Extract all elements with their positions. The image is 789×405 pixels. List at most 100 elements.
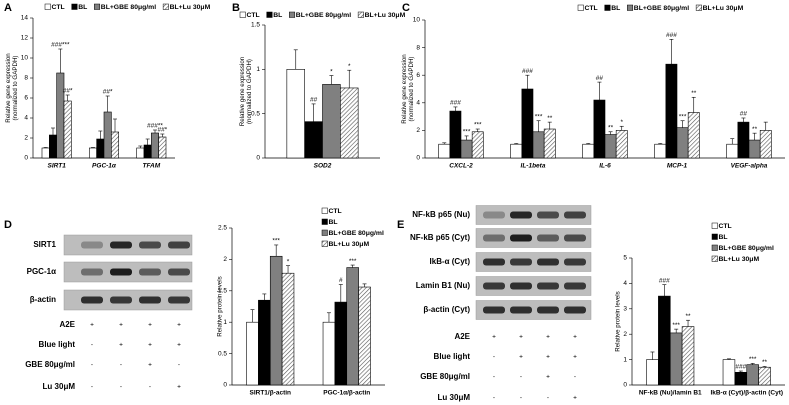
legend-label: BL bbox=[78, 4, 87, 11]
bar bbox=[346, 267, 359, 386]
y-tick-label: 1.5 bbox=[218, 288, 227, 295]
legend-swatch bbox=[289, 11, 296, 18]
error-bar bbox=[250, 309, 255, 323]
significance-label: ### bbox=[450, 100, 461, 107]
bar bbox=[615, 130, 628, 159]
y-tick-label: 4 bbox=[416, 100, 420, 107]
blot-band bbox=[110, 296, 132, 304]
bar bbox=[758, 366, 771, 386]
y-tick-label: 1 bbox=[223, 319, 227, 326]
significance-label: ** bbox=[547, 115, 553, 122]
bar bbox=[734, 371, 748, 386]
legend-swatch bbox=[94, 3, 101, 10]
bar bbox=[49, 134, 57, 159]
condition-mark: + bbox=[177, 342, 181, 349]
bar bbox=[89, 147, 97, 159]
y-tick-label: 14 bbox=[21, 15, 29, 22]
blot-band bbox=[537, 211, 559, 219]
condition-mark: - bbox=[91, 342, 93, 349]
bar bbox=[103, 111, 112, 159]
significance-label: * bbox=[330, 68, 333, 75]
blot-band bbox=[564, 282, 586, 290]
significance-label: ###*** bbox=[51, 42, 70, 49]
legend-label: BL+GBE 80μg/ml bbox=[101, 4, 156, 11]
legend-swatch bbox=[71, 3, 78, 10]
significance-label: ### bbox=[666, 32, 677, 39]
error-bar bbox=[138, 145, 143, 148]
significance-label: ## bbox=[740, 111, 748, 118]
blot-band bbox=[168, 241, 190, 249]
significance-label: ###** bbox=[147, 123, 163, 130]
panel-label: C bbox=[402, 2, 410, 14]
error-bar bbox=[674, 328, 679, 333]
error-bar bbox=[286, 265, 291, 274]
blot-band bbox=[510, 258, 532, 266]
legend-swatch bbox=[239, 11, 246, 18]
error-bar bbox=[58, 48, 63, 73]
condition-mark: + bbox=[573, 354, 577, 361]
error-bar bbox=[293, 49, 298, 70]
legend-swatch bbox=[695, 4, 702, 11]
y-tick-label: 2 bbox=[24, 135, 28, 142]
legend-label: BL+Lu 30μM bbox=[170, 4, 211, 11]
blot-band bbox=[139, 296, 161, 304]
blot-band bbox=[483, 234, 505, 242]
y-tick-label: 0.5 bbox=[251, 110, 260, 117]
legend-label: BL+GBE 80μg/ml bbox=[634, 5, 689, 12]
x-tick-label: IkB-α (Cyt)/β-actin (Cyt) bbox=[710, 390, 783, 397]
y-tick-label: 6 bbox=[24, 95, 28, 102]
error-bar bbox=[741, 117, 746, 123]
significance-label: ##* bbox=[103, 89, 113, 96]
error-bar bbox=[329, 75, 334, 85]
y-axis-label: Relative gene expression bbox=[239, 56, 246, 126]
error-bar bbox=[362, 283, 367, 288]
condition-mark: - bbox=[493, 395, 495, 402]
bar bbox=[322, 84, 341, 159]
significance-label: ## bbox=[310, 97, 318, 104]
error-bar bbox=[669, 39, 674, 65]
error-bar bbox=[105, 95, 110, 112]
bar bbox=[676, 127, 689, 159]
y-tick-label: 0.5 bbox=[218, 350, 227, 357]
blot-band bbox=[483, 306, 505, 314]
blot-background bbox=[475, 228, 592, 248]
bar bbox=[646, 359, 659, 386]
condition-mark: + bbox=[519, 354, 523, 361]
y-tick-label: 1 bbox=[623, 356, 627, 363]
error-bar bbox=[547, 121, 552, 130]
bar bbox=[510, 143, 523, 159]
y-tick-label: 8 bbox=[24, 75, 28, 82]
bar bbox=[438, 143, 451, 159]
blot-band bbox=[81, 268, 103, 276]
y-tick-label: 0 bbox=[416, 155, 420, 162]
protein-label: β-actin (Cyt) bbox=[423, 305, 470, 314]
significance-label: * bbox=[287, 258, 290, 265]
x-tick-label: VEGF-alpha bbox=[731, 163, 768, 170]
error-bar bbox=[453, 106, 458, 112]
condition-mark: - bbox=[520, 395, 522, 402]
significance-label: ### bbox=[522, 68, 533, 75]
error-bar bbox=[145, 138, 150, 145]
error-bar bbox=[311, 103, 316, 122]
significance-label: *** bbox=[672, 322, 680, 329]
legend-label: BL+GBE 80μg/ml bbox=[329, 230, 384, 237]
legend-swatch bbox=[321, 207, 328, 214]
panel-label: B bbox=[232, 2, 240, 14]
blot-band bbox=[483, 211, 505, 219]
significance-label: *** bbox=[349, 258, 357, 265]
y-tick-label: 0 bbox=[24, 155, 28, 162]
legend-swatch bbox=[627, 4, 634, 11]
y-tick-label: 0 bbox=[623, 382, 627, 389]
bar bbox=[96, 138, 105, 159]
error-bar bbox=[153, 129, 158, 133]
bar bbox=[358, 286, 371, 386]
legend-swatch bbox=[266, 11, 273, 18]
condition-label: A2E bbox=[59, 320, 75, 329]
legend-label: CTL bbox=[585, 5, 598, 12]
significance-label: *** bbox=[272, 238, 280, 245]
legend-swatch bbox=[711, 255, 718, 262]
legend-swatch bbox=[604, 4, 611, 11]
blot-band bbox=[537, 234, 559, 242]
condition-mark: + bbox=[546, 374, 550, 381]
